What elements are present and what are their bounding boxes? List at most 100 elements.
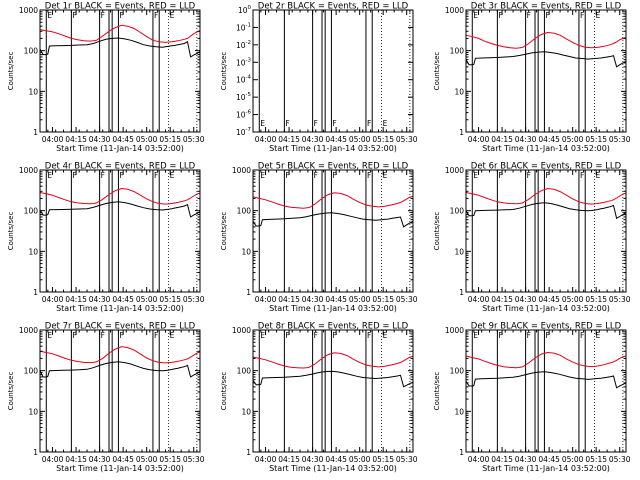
plot-frame [465, 169, 627, 293]
flag-letter: F [101, 331, 105, 340]
y-tick-label: 100 [238, 5, 252, 15]
y-tick-label: 1000 [445, 326, 464, 335]
y-tick-label: 10-5 [236, 92, 252, 102]
x-tick-label: 04:30 [515, 295, 537, 304]
flag-letter: F [545, 331, 549, 340]
x-tick-label: 05:30 [396, 135, 418, 144]
panel-title: Det 1r BLACK = Events, RED = LLD [45, 2, 196, 12]
x-tick-label: 04:00 [255, 295, 277, 304]
flag-letter: F [154, 171, 158, 180]
y-axis-label: Counts/sec [7, 52, 15, 91]
x-tick-label: 05:30 [396, 455, 418, 464]
x-tick-label: 04:00 [42, 135, 64, 144]
flag-letter: E [383, 119, 388, 128]
plot-frame [39, 329, 201, 453]
y-tick-label: 10-4 [236, 75, 252, 85]
x-tick-label: 04:00 [42, 455, 64, 464]
y-tick-label: 1 [246, 448, 251, 457]
x-tick-label: 05:15 [585, 455, 607, 464]
x-tick-label: 04:30 [515, 455, 537, 464]
plot-frame [252, 9, 414, 133]
y-tick-exponent: -6 [246, 110, 252, 116]
x-tick-label: 04:15 [65, 295, 87, 304]
plot-frame [39, 9, 201, 133]
flag-letter: E [473, 11, 478, 20]
x-tick-label: 05:00 [349, 295, 371, 304]
x-tick-label: 05:15 [159, 295, 181, 304]
x-tick-label: 04:15 [278, 135, 300, 144]
x-tick-label: 04:15 [65, 135, 87, 144]
flag-letter: F [580, 171, 584, 180]
y-axis-label: Counts/sec [433, 372, 441, 411]
flag-letter: F [101, 11, 105, 20]
flag-letter: F [367, 171, 371, 180]
x-tick-label: 05:00 [349, 135, 371, 144]
x-tick-label: 05:15 [159, 135, 181, 144]
y-tick-exponent: -5 [246, 92, 252, 98]
series-line-lld [465, 187, 627, 205]
x-tick-label: 04:45 [112, 295, 134, 304]
x-tick-label: 05:30 [609, 295, 631, 304]
y-tick-label: 1000 [19, 166, 38, 175]
x-tick-label: 05:00 [136, 455, 158, 464]
panel-title: Det 8r BLACK = Events, RED = LLD [258, 322, 409, 332]
x-axis-label: Start Time (11-Jan-14 03:52:00) [56, 304, 184, 313]
y-tick-exponent: 0 [248, 5, 252, 11]
y-axis-label: Counts/sec [433, 212, 441, 251]
y-tick-exponent: -3 [246, 57, 252, 63]
flag-letter: E [47, 331, 52, 340]
y-tick-label: 100 [237, 367, 252, 376]
x-tick-label: 05:30 [609, 135, 631, 144]
x-axis-label: Start Time (11-Jan-14 03:52:00) [269, 304, 397, 313]
y-tick-label: 1000 [445, 6, 464, 15]
y-tick-exponent: -2 [246, 40, 251, 46]
y-axis-label: Counts/sec [220, 52, 228, 91]
x-tick-label: 04:45 [538, 295, 560, 304]
y-tick-label: 10-6 [236, 110, 252, 120]
flag-letter: E [170, 11, 175, 20]
x-axis-label: Start Time (11-Jan-14 03:52:00) [482, 144, 610, 153]
flag-letter: F [101, 171, 105, 180]
y-tick-label: 10 [28, 407, 38, 416]
series-line-events [39, 201, 201, 218]
x-tick-label: 04:45 [325, 295, 347, 304]
x-axis-label: Start Time (11-Jan-14 03:52:00) [56, 464, 184, 473]
flag-letter: F [527, 171, 531, 180]
flag-letter: F [332, 331, 336, 340]
flag-letter: F [527, 11, 531, 20]
flag-letter: F [314, 331, 318, 340]
x-tick-label: 04:45 [538, 455, 560, 464]
flag-letter: E [47, 11, 52, 20]
x-tick-label: 04:30 [302, 455, 324, 464]
x-tick-label: 05:00 [562, 295, 584, 304]
y-tick-exponent: -4 [246, 75, 252, 81]
flag-letter: E [596, 171, 601, 180]
x-axis-label: Start Time (11-Jan-14 03:52:00) [269, 144, 397, 153]
y-tick-label: 10-1 [236, 22, 251, 32]
flag-letter: F [285, 119, 289, 128]
x-tick-label: 04:15 [491, 295, 513, 304]
flag-letter: E [47, 171, 52, 180]
flag-letter: E [383, 171, 388, 180]
x-tick-label: 05:00 [349, 455, 371, 464]
flag-letter: F [72, 11, 76, 20]
y-tick-label: 1000 [232, 166, 251, 175]
panel-title: Det 9r BLACK = Events, RED = LLD [471, 322, 622, 332]
y-tick-label: 1 [459, 128, 464, 137]
y-tick-label: 1 [459, 288, 464, 297]
y-tick-label: 10 [454, 407, 464, 416]
series-line-events [252, 212, 414, 228]
flag-letter: F [545, 171, 549, 180]
x-tick-label: 05:00 [562, 135, 584, 144]
panel-title: Det 2r BLACK = Events, RED = LLD [258, 2, 409, 12]
x-tick-label: 04:30 [89, 455, 111, 464]
x-axis-label: Start Time (11-Jan-14 03:52:00) [482, 464, 610, 473]
series-line-events [465, 202, 627, 220]
panel-2: Det 2r BLACK = Events, RED = LLD E F F F F E 10… [220, 2, 418, 154]
y-tick-label: 100 [450, 367, 465, 376]
flag-letter: F [72, 171, 76, 180]
